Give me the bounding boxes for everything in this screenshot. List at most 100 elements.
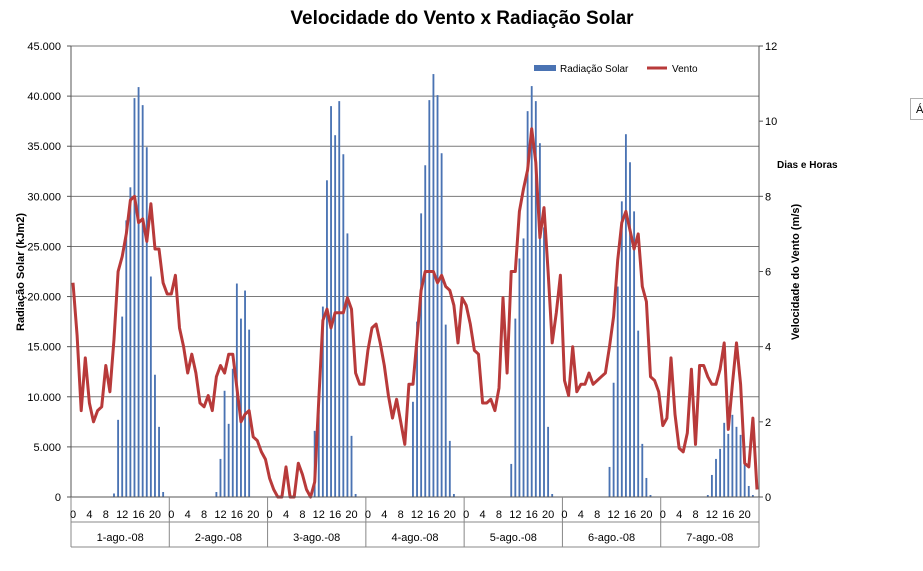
day-label: 6-ago.-08 <box>588 532 635 544</box>
solar-bar <box>444 324 447 497</box>
left-tick-label: 25.000 <box>27 241 61 253</box>
right-tick-label: 8 <box>765 191 771 203</box>
hour-label: 4 <box>480 509 486 521</box>
solar-bar <box>547 426 550 497</box>
hour-label: 8 <box>692 509 698 521</box>
solar-bar <box>735 426 738 497</box>
day-label: 1-ago.-08 <box>97 532 144 544</box>
day-label: 2-ago.-08 <box>195 532 242 544</box>
hour-label: 0 <box>365 509 371 521</box>
right-tick-label: 4 <box>765 342 771 354</box>
solar-bar <box>227 423 230 497</box>
left-tick-label: 0 <box>55 492 61 504</box>
solar-bar <box>624 134 627 497</box>
hour-label: 4 <box>86 509 92 521</box>
hour-tick-labels: 0 4 8 12 16 20 0 4 8 12 16 20 0 4 8 12 16 20 0 4 8 12 16 20 0 4 8 1… <box>70 509 751 521</box>
right-tick-label: 6 <box>765 267 771 279</box>
left-axis-ticks: 0 5.000 10.000 15.000 20.000 25.000 30.000 35.0… <box>27 41 71 504</box>
left-tick-label: 45.000 <box>27 41 61 53</box>
right-tick-label: 0 <box>765 492 771 504</box>
solar-bar <box>633 211 636 497</box>
solar-bar <box>129 187 132 497</box>
solar-bar <box>125 220 128 498</box>
solar-bar <box>133 98 136 498</box>
solar-bar <box>637 330 640 497</box>
solar-bar <box>354 493 357 497</box>
hour-label: 8 <box>201 509 207 521</box>
solar-bar <box>727 433 730 497</box>
hour-label: 12 <box>411 509 423 521</box>
solar-bar <box>428 100 431 498</box>
solar-bar <box>330 106 332 497</box>
legend-label-solar: Radiação Solar <box>560 64 629 75</box>
legend-label-wind: Vento <box>672 64 698 75</box>
hour-label: 16 <box>427 509 439 521</box>
hour-label: 20 <box>739 509 751 521</box>
hour-label: 12 <box>116 509 128 521</box>
hour-label: 20 <box>640 509 652 521</box>
gridlines <box>71 45 759 498</box>
solar-bar <box>751 494 754 497</box>
solar-bar <box>117 419 120 497</box>
solar-bar <box>215 491 218 497</box>
solar-bar <box>154 374 156 497</box>
left-tick-label: 40.000 <box>27 91 61 103</box>
solar-bar <box>219 458 222 497</box>
hour-label: 20 <box>149 509 161 521</box>
left-axis-title: Radiação Solar (kJm2) <box>15 213 27 331</box>
solar-bar <box>231 368 234 497</box>
solar-bar <box>420 213 423 498</box>
solar-bar <box>432 74 435 497</box>
solar-bar <box>715 458 717 497</box>
solar-bar <box>514 318 517 497</box>
chart-title: Velocidade do Vento x Radiação Solar <box>290 8 634 29</box>
hour-label: 20 <box>247 509 259 521</box>
left-tick-label: 30.000 <box>27 191 61 203</box>
solar-bar <box>747 485 750 497</box>
solar-bar <box>530 86 533 497</box>
solar-bar <box>162 491 165 497</box>
hour-label: 8 <box>594 509 600 521</box>
days-hours-label: Dias e Horas <box>777 160 838 171</box>
hour-label: 8 <box>496 509 502 521</box>
hour-label: 0 <box>660 509 666 521</box>
solar-bar <box>440 153 443 497</box>
solar-bar <box>137 87 140 497</box>
solar-bar <box>317 409 320 497</box>
solar-bar <box>616 286 619 497</box>
solar-bar <box>416 321 418 497</box>
day-label: 3-ago.-08 <box>293 532 340 544</box>
hour-label: 0 <box>463 509 469 521</box>
hour-label: 0 <box>70 509 76 521</box>
solar-bar <box>412 401 414 497</box>
solar-bar <box>608 466 611 497</box>
hour-label: 12 <box>706 509 718 521</box>
solar-bar <box>534 101 537 497</box>
solar-bar <box>719 448 722 497</box>
day-labels: 1-ago.-08 2-ago.-08 3-ago.-08 4-ago.-08 5-ag… <box>97 532 734 544</box>
solar-bar <box>326 180 328 497</box>
solar-bar <box>338 101 341 497</box>
right-tick-label: 12 <box>765 41 777 53</box>
solar-bar <box>731 414 734 497</box>
hour-label: 8 <box>299 509 305 521</box>
hour-label: 4 <box>578 509 584 521</box>
solar-bar <box>223 390 226 497</box>
day-label: 4-ago.-08 <box>391 532 438 544</box>
solar-bar <box>522 238 525 497</box>
solar-bar <box>342 154 345 498</box>
legend-swatch-solar <box>534 65 556 71</box>
left-tick-label: 15.000 <box>27 342 61 354</box>
left-tick-label: 5.000 <box>33 442 61 454</box>
hour-label: 8 <box>103 509 109 521</box>
right-axis-ticks: 0 2 4 6 8 10 12 <box>759 41 777 504</box>
solar-bar <box>645 477 648 497</box>
hour-label: 16 <box>722 509 734 521</box>
solar-bar <box>629 162 631 497</box>
solar-bar <box>149 276 152 497</box>
day-label: 5-ago.-08 <box>490 532 537 544</box>
hour-label: 4 <box>185 509 191 521</box>
right-axis-title: Velocidade do Vento (m/s) <box>790 204 802 341</box>
solar-bar <box>244 290 246 497</box>
